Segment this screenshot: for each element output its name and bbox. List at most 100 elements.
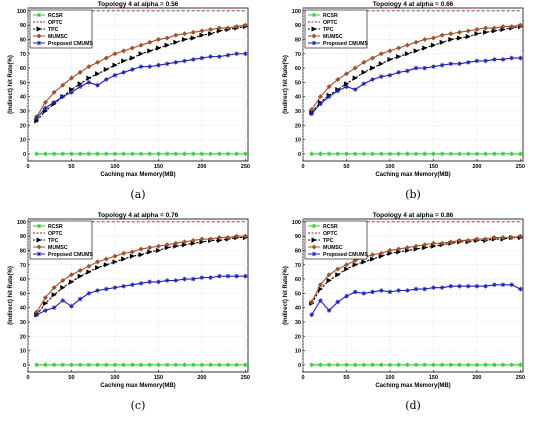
x-tick-label: 250: [241, 164, 250, 170]
data-point: [190, 35, 196, 41]
y-tick-label: 70: [20, 263, 26, 269]
data-point: [138, 246, 144, 252]
data-point: [43, 151, 48, 157]
y-tick-label: 50: [20, 291, 26, 297]
data-point: [326, 94, 332, 99]
legend-marker: [311, 251, 317, 257]
data-point: [42, 295, 48, 301]
data-point: [138, 252, 144, 258]
data-point: [370, 289, 375, 295]
data-point: [51, 285, 57, 291]
data-point: [208, 362, 213, 368]
chart-panel-3: 0 10 20 30 40 50 60 70 80 90 100 0 50 100 150 200 250 Top…: [8, 212, 250, 412]
data-point: [387, 151, 393, 157]
data-point: [103, 77, 109, 82]
data-point: [156, 279, 161, 285]
y-tick-label: 0: [298, 363, 301, 369]
data-point: [431, 362, 436, 368]
data-point: [129, 55, 136, 61]
data-point: [369, 252, 376, 258]
data-point: [483, 29, 489, 35]
y-tick-label: 100: [292, 220, 301, 226]
y-tick-label: 90: [20, 23, 26, 29]
data-point: [156, 362, 161, 368]
data-point: [34, 151, 39, 157]
data-point: [500, 235, 506, 241]
y-tick-label: 10: [295, 138, 301, 144]
data-point: [517, 22, 523, 28]
data-point: [112, 72, 118, 78]
x-tick-label: 150: [429, 164, 438, 170]
data-point: [164, 242, 170, 248]
panel-label: (c): [131, 399, 146, 412]
data-point: [121, 58, 127, 64]
x-tick-label: 0: [26, 164, 29, 170]
data-point: [138, 281, 144, 286]
data-point: [51, 89, 57, 95]
data-point: [309, 312, 314, 318]
data-point: [164, 362, 170, 368]
data-point: [483, 151, 488, 157]
x-tick-label: 0: [301, 164, 304, 170]
x-tick-label: 250: [516, 164, 525, 170]
series-mumsc: [34, 233, 248, 315]
data-point: [121, 256, 127, 262]
series-rcsr: [34, 362, 248, 368]
data-point: [34, 362, 39, 368]
panel-label: (a): [130, 188, 145, 201]
data-point: [448, 36, 454, 43]
data-point: [405, 288, 410, 293]
data-point: [396, 53, 402, 60]
data-point: [156, 62, 161, 68]
legend-marker: [311, 12, 317, 18]
data-point: [103, 55, 109, 61]
y-tick-label: 20: [20, 123, 26, 129]
y-tick-label: 100: [17, 220, 26, 226]
data-point: [147, 245, 153, 251]
data-point: [422, 36, 428, 43]
legend-entry: Proposed CMUMS: [48, 41, 94, 47]
data-point: [164, 42, 170, 48]
data-point: [326, 272, 332, 278]
data-point: [217, 54, 222, 59]
y-tick-label: 30: [295, 320, 301, 326]
data-point: [34, 115, 39, 121]
data-point: [103, 151, 109, 157]
data-point: [182, 58, 187, 64]
y-tick-label: 0: [298, 152, 301, 158]
data-point: [155, 243, 162, 249]
data-point: [439, 39, 445, 45]
data-point: [121, 48, 127, 54]
data-point: [173, 32, 179, 38]
data-point: [457, 151, 462, 157]
data-point: [343, 71, 350, 77]
legend-entry: Proposed CMUMS: [323, 252, 369, 258]
series-proposed-cmums: [34, 273, 248, 318]
data-point: [217, 151, 222, 157]
legend-marker: [36, 244, 42, 250]
x-tick-label: 0: [301, 375, 304, 381]
series-rcsr: [34, 151, 248, 157]
data-point: [465, 151, 471, 157]
data-point: [491, 235, 497, 241]
data-point: [335, 88, 341, 94]
data-point: [112, 253, 118, 259]
data-point: [129, 45, 135, 51]
data-point: [60, 151, 66, 157]
data-point: [456, 237, 463, 244]
data-point: [147, 39, 153, 45]
y-tick-label: 90: [20, 234, 26, 240]
data-point: [147, 362, 153, 368]
data-point: [483, 236, 489, 242]
data-point: [422, 362, 428, 368]
data-point: [492, 282, 497, 288]
data-point: [103, 286, 109, 292]
data-point: [457, 283, 462, 289]
legend-entry: OPTC: [323, 20, 338, 26]
data-point: [474, 26, 480, 33]
data-point: [182, 362, 187, 368]
data-point: [208, 31, 214, 37]
data-point: [413, 362, 419, 368]
y-tick-label: 20: [295, 123, 301, 129]
data-point: [396, 288, 401, 293]
